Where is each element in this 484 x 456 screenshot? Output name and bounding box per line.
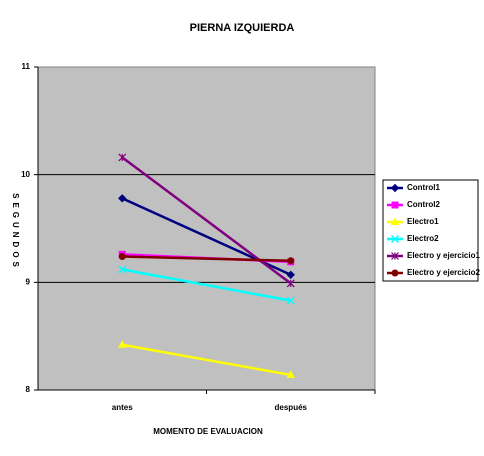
marker xyxy=(286,296,295,305)
marker xyxy=(117,340,127,348)
y-axis-label: SEGUNDOS xyxy=(11,193,20,271)
plot-area xyxy=(37,66,376,391)
legend-label: Electro y ejercicio1 xyxy=(407,251,480,260)
marker xyxy=(390,183,400,193)
marker xyxy=(391,252,399,260)
chart-title: PIERNA IZQUIERDA xyxy=(190,22,295,34)
series-line xyxy=(122,255,291,263)
legend-label: Electro y ejercicio2 xyxy=(407,268,480,277)
legend-label: Control2 xyxy=(407,200,440,209)
x-axis-label: MOMENTO DE EVALUACION xyxy=(153,427,263,436)
legend-label: Electro1 xyxy=(407,217,439,226)
x-tick-label: después xyxy=(275,403,308,412)
marker xyxy=(286,279,295,288)
series-line xyxy=(122,268,291,302)
marker xyxy=(286,370,296,378)
marker xyxy=(118,252,126,260)
marker xyxy=(118,194,127,203)
series-line xyxy=(121,156,292,285)
legend-label: Electro2 xyxy=(407,234,439,243)
marker xyxy=(390,217,400,225)
y-tick-label: 10 xyxy=(21,170,30,179)
y-tick-label: 11 xyxy=(22,62,31,71)
marker xyxy=(390,234,400,244)
series-line xyxy=(122,343,291,377)
marker xyxy=(391,201,399,209)
marker xyxy=(286,270,295,280)
marker xyxy=(118,265,127,274)
x-tick-label: antes xyxy=(112,403,133,412)
legend-label: Control1 xyxy=(407,183,440,192)
y-tick-label: 8 xyxy=(26,385,31,394)
marker xyxy=(391,269,399,277)
marker xyxy=(118,153,127,162)
y-tick-label: 9 xyxy=(26,277,31,286)
legend xyxy=(382,179,479,282)
marker xyxy=(287,257,295,265)
